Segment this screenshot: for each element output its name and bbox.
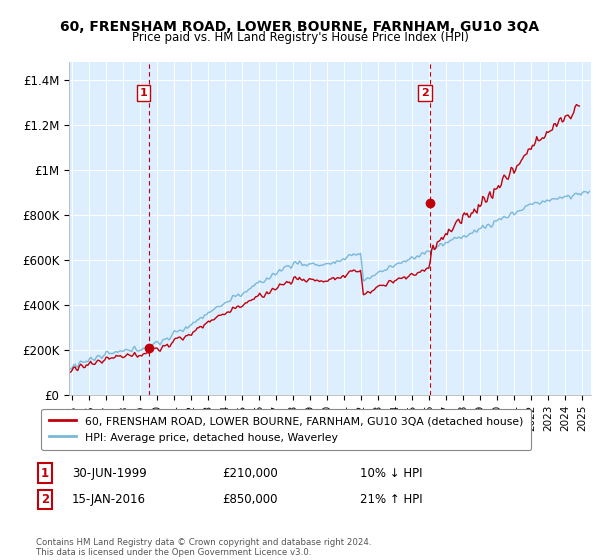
Text: Price paid vs. HM Land Registry's House Price Index (HPI): Price paid vs. HM Land Registry's House …	[131, 31, 469, 44]
Text: 10% ↓ HPI: 10% ↓ HPI	[360, 466, 422, 480]
Text: 2: 2	[421, 88, 429, 98]
Text: 60, FRENSHAM ROAD, LOWER BOURNE, FARNHAM, GU10 3QA: 60, FRENSHAM ROAD, LOWER BOURNE, FARNHAM…	[61, 20, 539, 34]
Text: 15-JAN-2016: 15-JAN-2016	[72, 493, 146, 506]
Text: 21% ↑ HPI: 21% ↑ HPI	[360, 493, 422, 506]
Legend: 60, FRENSHAM ROAD, LOWER BOURNE, FARNHAM, GU10 3QA (detached house), HPI: Averag: 60, FRENSHAM ROAD, LOWER BOURNE, FARNHAM…	[41, 409, 531, 450]
Text: Contains HM Land Registry data © Crown copyright and database right 2024.
This d: Contains HM Land Registry data © Crown c…	[36, 538, 371, 557]
Text: 30-JUN-1999: 30-JUN-1999	[72, 466, 147, 480]
Text: 2: 2	[41, 493, 49, 506]
Text: £850,000: £850,000	[222, 493, 277, 506]
Text: £210,000: £210,000	[222, 466, 278, 480]
Text: 1: 1	[140, 88, 148, 98]
Text: 1: 1	[41, 466, 49, 480]
